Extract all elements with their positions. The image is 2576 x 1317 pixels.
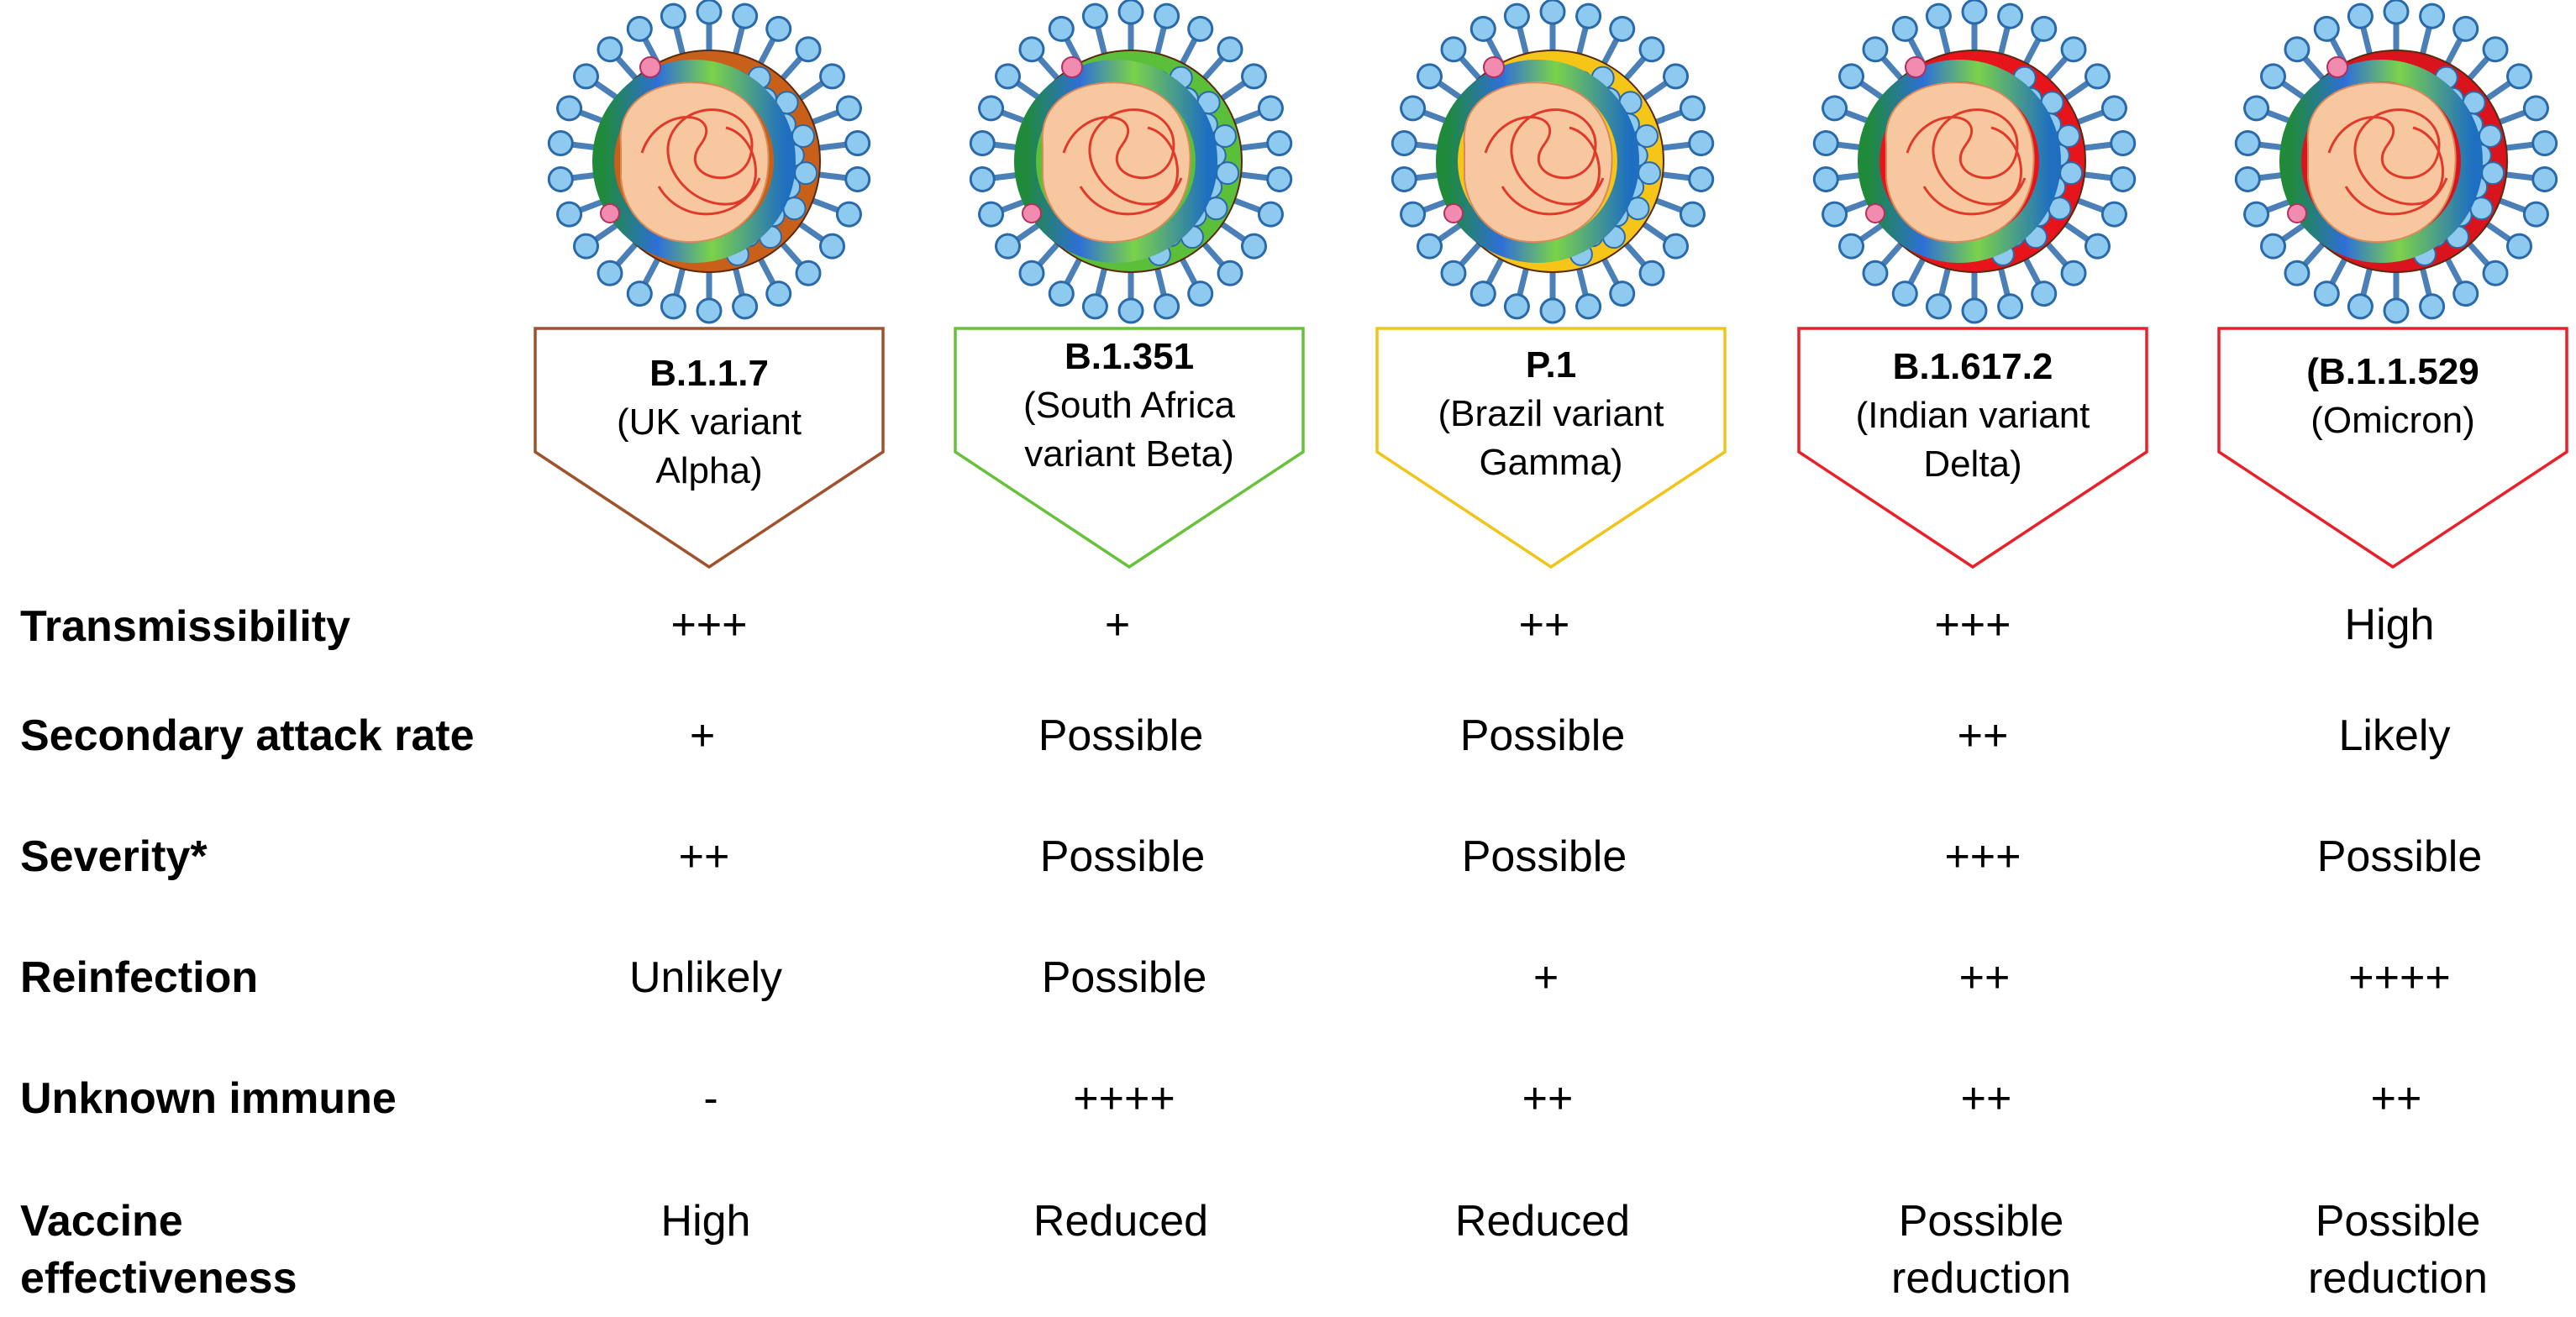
cell-severity-beta: Possible <box>1039 832 1206 881</box>
variant-name-line1: (Indian variant <box>1855 395 2090 436</box>
cell-unknown-immune-gamma: ++ <box>1522 1074 1574 1123</box>
virus-gamma-icon <box>1391 0 1715 323</box>
variant-code: (B.1.1.529 <box>2306 351 2479 392</box>
cell-unknown-immune-beta: ++++ <box>1073 1074 1175 1123</box>
cell-line1: High <box>660 1197 751 1246</box>
cell-transmissibility-alpha: +++ <box>670 601 748 649</box>
label-shield <box>954 327 1305 569</box>
cell-vaccine-effectiveness-gamma: Reduced <box>1391 1193 1694 1250</box>
cell-reinfection-omicron: ++++ <box>2348 953 2451 1002</box>
cell-secondary-attack-rate-delta: ++ <box>1957 711 2009 760</box>
cell-vaccine-effectiveness-alpha: High <box>555 1193 857 1250</box>
cell-secondary-attack-rate-alpha: + <box>689 711 716 760</box>
variant-label: (B.1.1.529 (Omicron) <box>2250 348 2536 445</box>
label-shield <box>1797 327 2148 569</box>
cell-line1: Possible <box>2315 1197 2481 1246</box>
cell-severity-omicron: Possible <box>2316 832 2483 881</box>
cell-line2: reduction <box>1891 1254 2071 1303</box>
cell-transmissibility-gamma: ++ <box>1518 601 1570 649</box>
label-shield <box>2217 327 2568 569</box>
cell-reinfection-gamma: + <box>1532 953 1559 1002</box>
cell-vaccine-effectiveness-omicron: Possible reduction <box>2247 1193 2549 1307</box>
cell-line1: Reduced <box>1033 1197 1209 1246</box>
cell-line2: reduction <box>2308 1254 2488 1303</box>
variant-name-line2: Delta) <box>1923 443 2022 485</box>
cell-transmissibility-omicron: High <box>2344 601 2435 649</box>
variant-name-line1: (Brazil variant <box>1438 393 1664 434</box>
cell-reinfection-alpha: Unlikely <box>628 953 783 1002</box>
cell-severity-gamma: Possible <box>1461 832 1627 881</box>
label-shield <box>534 327 885 569</box>
row-label-vaccine-effectiveness: Vaccine effectiveness <box>20 1193 541 1307</box>
cell-line1: Possible <box>1898 1197 2064 1246</box>
variant-code: B.1.1.7 <box>649 353 769 394</box>
variant-label: P.1 (Brazil variant Gamma) <box>1408 341 1694 487</box>
cell-transmissibility-beta: + <box>1104 601 1131 649</box>
cell-transmissibility-delta: +++ <box>1934 601 2011 649</box>
cell-secondary-attack-rate-gamma: Possible <box>1459 711 1626 760</box>
cell-reinfection-delta: ++ <box>1958 953 2011 1002</box>
cell-severity-delta: +++ <box>1944 832 2021 881</box>
variant-name-line1: (UK variant <box>616 401 802 443</box>
cell-reinfection-beta: Possible <box>1041 953 1207 1002</box>
variant-name-line2: Alpha) <box>655 450 763 491</box>
label-shield <box>1375 327 1727 569</box>
row-label-reinfection: Reinfection <box>20 953 259 1002</box>
cell-unknown-immune-alpha: - <box>703 1074 718 1123</box>
cell-unknown-immune-omicron: ++ <box>2370 1074 2422 1123</box>
cell-vaccine-effectiveness-beta: Reduced <box>970 1193 1272 1250</box>
row-label-line1: Vaccine <box>20 1197 183 1246</box>
cell-secondary-attack-rate-omicron: Likely <box>2338 711 2451 760</box>
variant-name-line2: variant Beta) <box>1024 433 1234 475</box>
variant-label: B.1.617.2 (Indian variant Delta) <box>1830 343 2116 489</box>
row-label-severity: Severity* <box>20 832 208 881</box>
cell-unknown-immune-delta: ++ <box>1960 1074 2012 1123</box>
variant-code: B.1.351 <box>1064 336 1195 377</box>
virus-alpha-icon <box>548 0 871 323</box>
row-label-unknown-immune: Unknown immune <box>20 1074 397 1123</box>
variant-name-line2: Gamma) <box>1479 442 1623 483</box>
virus-beta-icon <box>970 0 1293 323</box>
cell-secondary-attack-rate-beta: Possible <box>1038 711 1204 760</box>
row-label-transmissibility: Transmissibility <box>20 602 351 651</box>
variant-label: B.1.351 (South Africa variant Beta) <box>986 333 1272 479</box>
cell-line1: Reduced <box>1454 1197 1631 1246</box>
cell-severity-alpha: ++ <box>678 832 730 881</box>
cell-vaccine-effectiveness-delta: Possible reduction <box>1830 1193 2132 1307</box>
variant-name-line1: (South Africa <box>1023 385 1235 426</box>
variant-name-line1: (Omicron) <box>2311 400 2475 441</box>
variant-code: P.1 <box>1525 344 1577 386</box>
row-label-line2: effectiveness <box>20 1254 297 1303</box>
virus-delta-icon <box>1813 0 2137 323</box>
variant-code: B.1.617.2 <box>1892 346 2053 387</box>
row-label-secondary-attack-rate: Secondary attack rate <box>20 711 475 760</box>
virus-omicron-icon <box>2235 0 2558 323</box>
variant-label: B.1.1.7 (UK variant Alpha) <box>566 349 852 496</box>
